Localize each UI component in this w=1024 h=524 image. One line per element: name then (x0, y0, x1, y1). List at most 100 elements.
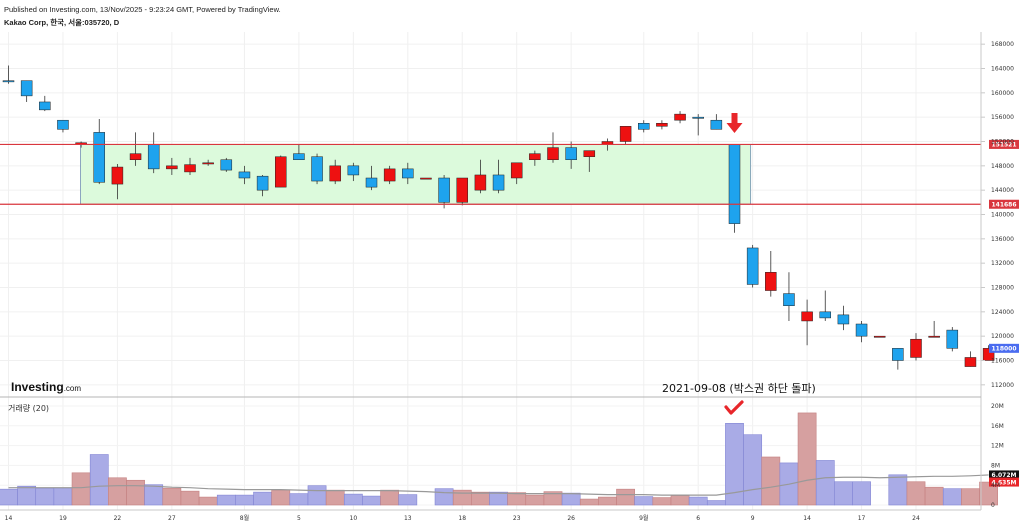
price-tick-label: 124000 (991, 309, 1014, 316)
down-arrow-icon (726, 113, 743, 133)
volume-bar (652, 497, 672, 506)
candle-body (347, 165, 360, 176)
candle-body (855, 323, 868, 337)
volume-bar (616, 488, 635, 506)
candle-body (529, 153, 541, 161)
candle-body (57, 119, 69, 130)
volume-bar (834, 481, 853, 506)
volume-bar (216, 494, 236, 506)
axes: 14 19 22 27 8월 5 10 13 18 23 26 9월 6 9 14 17 24 112000 116… (5, 41, 1014, 522)
volume-bar (180, 490, 200, 506)
grid (0, 32, 981, 510)
last-price-badge (989, 343, 1019, 353)
volume-bar (108, 477, 127, 506)
volume-bar (797, 412, 817, 506)
volume-bar (743, 434, 763, 506)
candle-body (692, 116, 704, 119)
volume-bar (162, 487, 182, 506)
investing-logo: Investing.com (11, 380, 81, 394)
candle-body (438, 177, 450, 203)
price-tick-label: 116000 (991, 358, 1014, 365)
volume-bar (17, 485, 37, 506)
volume-badge-label: 4.635M (992, 479, 1017, 486)
candle-body (547, 147, 559, 160)
volume-bar (598, 496, 617, 506)
volume-bar (380, 489, 400, 506)
candle-body (801, 311, 813, 322)
candle-body (147, 144, 160, 170)
volume-bar (71, 472, 91, 506)
candle-body (275, 156, 287, 188)
price-tick-label: 132000 (991, 260, 1014, 267)
candles (2, 65, 995, 370)
volume-bar (888, 474, 908, 506)
candle-body (910, 338, 922, 358)
volume-ma-layer (8, 474, 989, 496)
x-tick-label: 9월 (639, 514, 648, 522)
candle-body (837, 314, 850, 325)
volume-tick-label: 4M (991, 482, 1000, 489)
candle-body (674, 113, 686, 121)
candle-body (510, 162, 523, 179)
volume-bar (434, 488, 454, 506)
logo-text: Investing (11, 380, 64, 394)
published-note: Published on Investing.com, 13/Nov/2025 … (4, 5, 281, 14)
candle-body (2, 80, 15, 83)
volume-bar (253, 491, 272, 506)
volume-bar (961, 488, 980, 506)
volume-bar (489, 491, 508, 506)
candle-body (383, 168, 396, 182)
level-badge (989, 199, 1019, 209)
price-tick-label: 168000 (991, 41, 1014, 48)
volume-bar (979, 481, 998, 506)
candle-body (746, 247, 759, 285)
volume-bar (634, 496, 654, 506)
volume-bar (561, 492, 581, 506)
level-badge-label: 141686 (991, 201, 1016, 208)
x-tick-label: 24 (912, 515, 920, 522)
candle-body (20, 80, 33, 97)
volume-ma-line (8, 474, 989, 496)
candle-body (928, 335, 940, 338)
breakout-annotation: 2021-09-08 (박스권 하단 돌파) (662, 381, 816, 395)
volume-bar (706, 500, 726, 506)
volume-badge (989, 477, 1019, 487)
volume-bar (507, 492, 527, 506)
candle-body (293, 153, 305, 161)
volume-bar (0, 488, 18, 506)
candle-body (783, 293, 795, 307)
price-tick-label: 148000 (991, 163, 1014, 170)
x-tick-label: 23 (513, 515, 521, 522)
candle-body (964, 357, 977, 367)
volume-bar (325, 489, 345, 506)
candle-body (492, 174, 505, 191)
range-box-layer (80, 144, 752, 205)
candle-body (892, 348, 904, 361)
candle-body (166, 165, 178, 170)
volume-bar (343, 493, 363, 506)
candle-body (93, 132, 105, 183)
candle-body (402, 168, 414, 179)
volume-bar (126, 479, 145, 506)
volume-bar (289, 493, 309, 506)
volume-bar (53, 488, 73, 506)
x-tick-label: 18 (458, 515, 466, 522)
price-tick-label: 120000 (991, 333, 1014, 340)
candle-body (619, 126, 632, 142)
price-tick-label: 136000 (991, 236, 1014, 243)
volume-bar (398, 494, 418, 506)
volume-bar (852, 481, 871, 506)
candle-body (946, 329, 959, 349)
level-badge (989, 139, 1019, 149)
candle-body (873, 335, 886, 338)
x-tick-label: 5 (297, 515, 301, 522)
volume-bar (761, 456, 781, 506)
volume-bars (0, 412, 998, 506)
volume-bar (815, 460, 835, 506)
x-tick-label: 14 (5, 515, 13, 522)
candle-body (202, 162, 214, 165)
x-tick-label: 19 (59, 515, 67, 522)
candle-body (819, 311, 831, 319)
level-badge-label: 151521 (991, 142, 1016, 149)
volume-bar (362, 495, 381, 506)
